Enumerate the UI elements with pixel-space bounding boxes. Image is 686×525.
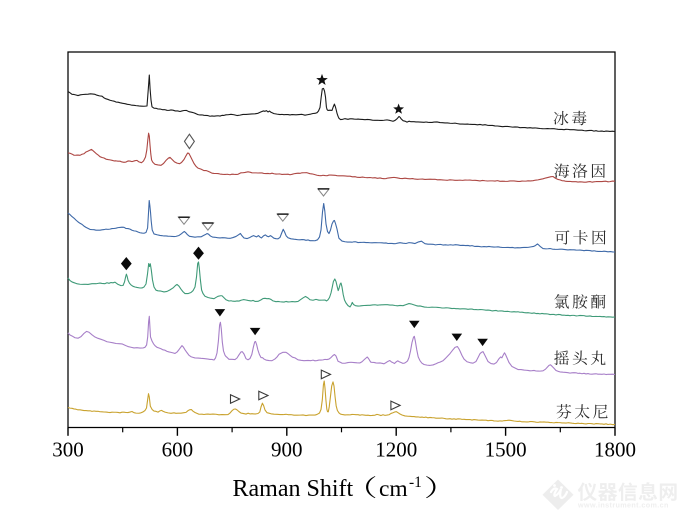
svg-text:1500: 1500 [485, 438, 527, 462]
svg-text:www.instrument.com.cn: www.instrument.com.cn [577, 501, 669, 510]
svg-text:300: 300 [52, 438, 84, 462]
svg-text:1800: 1800 [594, 438, 636, 462]
svg-text:600: 600 [162, 438, 194, 462]
svg-text:cm: cm [379, 476, 408, 502]
svg-text:-1: -1 [409, 474, 422, 491]
svg-text:900: 900 [271, 438, 303, 462]
svg-text:Raman Shift: Raman Shift [233, 476, 354, 502]
svg-text:1200: 1200 [375, 438, 417, 462]
